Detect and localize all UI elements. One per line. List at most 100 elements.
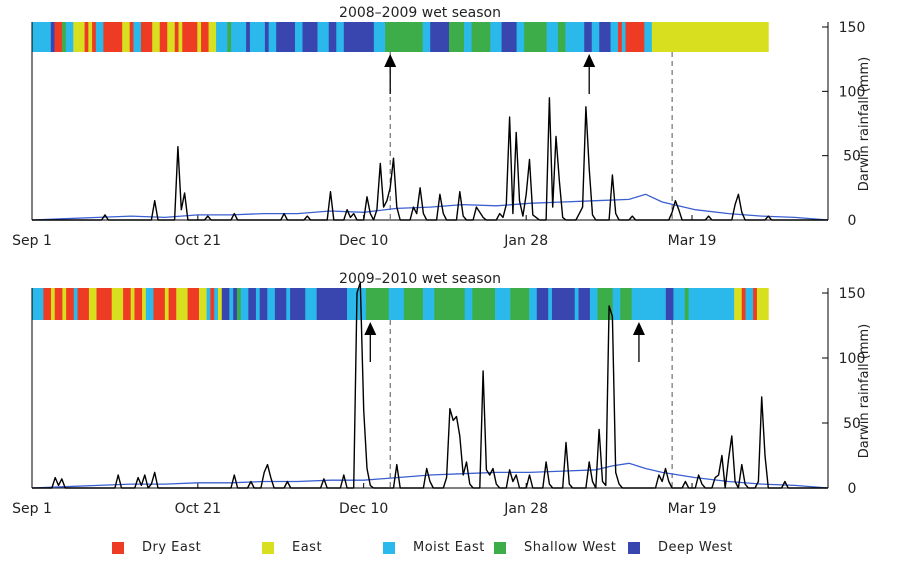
x-tick-label: Dec 10: [339, 233, 388, 249]
regime-segment: [599, 22, 611, 52]
regime-segment: [336, 22, 345, 52]
y-tick-label: 0: [848, 213, 857, 229]
regime-segment: [176, 288, 189, 320]
regime-segment: [248, 288, 257, 320]
y-tick-label: 50: [843, 149, 861, 165]
regime-segment: [32, 22, 52, 52]
regime-segment: [50, 288, 56, 320]
regime-segment: [688, 288, 735, 320]
regime-segment: [236, 288, 242, 320]
regime-segment: [673, 288, 686, 320]
regime-segment: [54, 288, 63, 320]
legend-label: Dry East: [142, 540, 202, 555]
regime-segment: [130, 288, 135, 320]
regime-segment: [227, 22, 232, 52]
regime-segment: [365, 288, 390, 320]
chart-title: 2009–2010 wet season: [339, 271, 501, 287]
regime-segment: [182, 22, 198, 52]
regime-segment: [255, 288, 261, 320]
regime-segment: [565, 22, 585, 52]
regime-segment: [96, 288, 113, 320]
y-tick-label: 100: [839, 351, 866, 367]
regime-segment: [240, 288, 249, 320]
regime-segment: [734, 288, 743, 320]
mean-rainfall-line: [31, 193, 829, 221]
regime-segment: [591, 22, 600, 52]
arrow-head: [384, 54, 397, 67]
regime-segment: [434, 288, 466, 320]
regime-segment: [178, 22, 183, 52]
legend-label: Shallow West: [524, 540, 617, 555]
regime-segment: [233, 288, 238, 320]
regime-segment: [610, 22, 619, 52]
regime-segment: [259, 288, 268, 320]
regime-segment: [268, 22, 277, 52]
regime-segment: [631, 288, 667, 320]
regime-segment: [174, 22, 179, 52]
legend-item-dry-east: Dry East: [112, 540, 201, 555]
regime-segment: [741, 288, 746, 320]
x-tick-label: Jan 28: [503, 501, 548, 517]
regime-segment: [403, 288, 424, 320]
regime-segment: [66, 288, 75, 320]
regime-segment: [73, 288, 78, 320]
regime-segment: [164, 288, 170, 320]
regime-segment: [472, 288, 496, 320]
regime-segment: [249, 22, 266, 52]
legend-label: East: [292, 540, 323, 555]
legend-item-east: East: [262, 540, 322, 555]
regime-segment: [88, 22, 93, 52]
regime-segment: [168, 288, 177, 320]
regime-segment: [264, 22, 270, 52]
regime-segment: [201, 22, 209, 52]
regime-segment: [210, 288, 215, 320]
regime-segment: [422, 288, 435, 320]
regime-segment: [597, 288, 614, 320]
regime-segment: [471, 22, 491, 52]
regime-segment: [684, 288, 689, 320]
panel-2: 2009–2010 wet season 0 50 100 150 Darwin rain…: [12, 271, 872, 517]
regime-segment: [621, 22, 626, 52]
y-tick-label: 0: [848, 481, 857, 497]
daily-rainfall-line: [32, 97, 828, 221]
regime-segment: [145, 288, 154, 320]
legend-label: Moist East: [413, 540, 485, 555]
regime-segment: [753, 288, 758, 320]
regime-segment: [32, 288, 44, 320]
x-tick-label: Mar 19: [668, 501, 717, 517]
y-tick-label: 50: [843, 416, 861, 432]
y-tick-label: 150: [839, 20, 866, 36]
regime-segment: [197, 22, 202, 52]
regime-segment: [343, 22, 375, 52]
regime-segment: [159, 22, 168, 52]
regime-segment: [516, 22, 525, 52]
regime-segment: [448, 22, 465, 52]
regime-segment: [290, 288, 306, 320]
regime-segment: [385, 22, 424, 52]
chart-legend: Dry East East Moist East Shallow West Deep W…: [0, 540, 902, 562]
regime-segment: [317, 22, 330, 52]
legend-swatch: [383, 541, 395, 554]
regime-segment: [373, 22, 386, 52]
regime-segment: [206, 288, 211, 320]
regime-segment: [464, 22, 472, 52]
legend-item-shallow-west: Shallow West: [494, 540, 616, 555]
x-tick-label: Dec 10: [339, 501, 388, 517]
regime-segment: [129, 22, 134, 52]
regime-segment: [501, 22, 518, 52]
regime-segment: [153, 288, 166, 320]
x-tick-label: Sep 1: [12, 501, 52, 517]
y-tick-label: 150: [839, 286, 866, 302]
regime-segment: [305, 288, 318, 320]
regime-segment: [495, 288, 511, 320]
regime-segment: [88, 288, 97, 320]
regime-segment: [77, 288, 90, 320]
arrow-head: [632, 322, 645, 335]
regime-segment: [548, 288, 553, 320]
legend-swatch: [494, 541, 506, 554]
regime-segment: [95, 22, 104, 52]
regime-segment: [578, 288, 591, 320]
regime-segment: [388, 288, 405, 320]
regime-segment: [84, 22, 89, 52]
chart-figure: 2008–2009 wet season 0 50 100 150 Darwin rain…: [12, 5, 872, 517]
